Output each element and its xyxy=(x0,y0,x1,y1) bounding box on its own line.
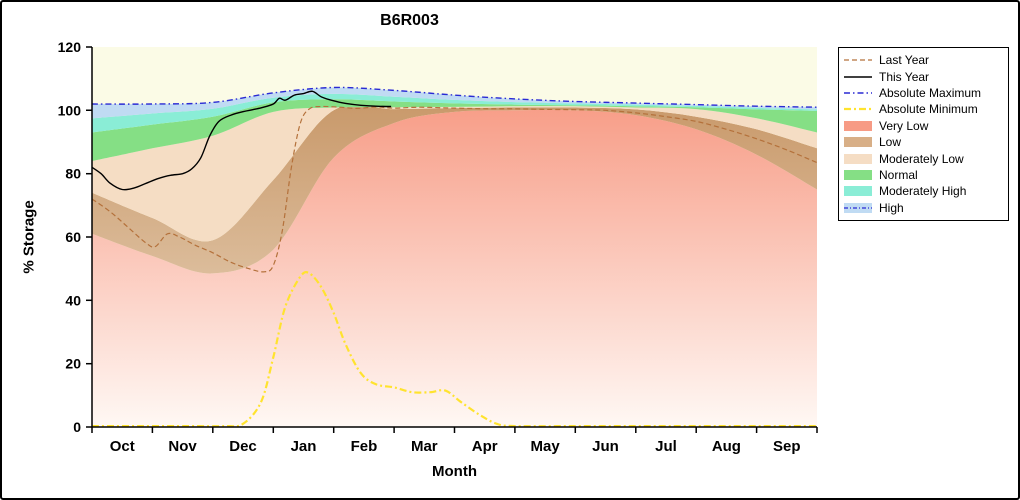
legend-swatch-very-low xyxy=(844,120,874,132)
lines-layer xyxy=(92,86,817,428)
x-tick-label: Oct xyxy=(110,438,135,455)
legend-item-absolute-minimum: Absolute Minimum xyxy=(844,101,1003,117)
y-tick-label: 0 xyxy=(73,419,81,435)
y-tick-label: 120 xyxy=(58,39,82,55)
legend-item-moderately-high: Moderately High xyxy=(844,183,1003,199)
legend-label: Moderately High xyxy=(879,184,967,199)
x-tick-label: Jun xyxy=(592,438,619,455)
legend-item-high: High xyxy=(844,200,1003,216)
legend-swatch-low xyxy=(844,136,874,148)
legend-swatch-moderately-low xyxy=(844,153,874,165)
x-tick-label: Jul xyxy=(655,438,677,455)
legend-label: Low xyxy=(879,135,902,150)
legend-item-last-year: Last Year xyxy=(844,52,1003,68)
legend-label: Absolute Maximum xyxy=(879,85,982,100)
y-tick-label: 40 xyxy=(65,292,81,308)
x-tick-label: Apr xyxy=(472,438,498,455)
x-tick-label: Sep xyxy=(773,438,801,455)
x-tick-label: Mar xyxy=(411,438,438,455)
legend-item-moderately-low: Moderately Low xyxy=(844,150,1003,166)
x-tick-label: Aug xyxy=(712,438,741,455)
x-tick-label: Feb xyxy=(351,438,378,455)
legend-item-very-low: Very Low xyxy=(844,118,1003,134)
legend-label: This Year xyxy=(879,69,930,84)
y-tick-label: 100 xyxy=(58,102,82,118)
bands-layer xyxy=(92,87,817,427)
tick-labels: 0 20 40 60 80 100 120 Oct Nov Dec Jan Feb Mar Apr May J… xyxy=(58,39,801,455)
legend: Last Year This Year Absolute Maximum Absolu… xyxy=(838,47,1009,221)
legend-label: Moderately Low xyxy=(879,151,964,166)
legend-label: Last Year xyxy=(879,53,930,68)
x-axis-title: Month xyxy=(432,463,477,480)
legend-swatch-high xyxy=(844,202,874,214)
x-tick-label: Nov xyxy=(168,438,197,455)
band-high xyxy=(92,87,817,119)
legend-item-this-year: This Year xyxy=(844,68,1003,84)
legend-swatch-absolute-maximum xyxy=(844,87,874,99)
legend-label: Very Low xyxy=(879,118,929,133)
x-tick-label: Jan xyxy=(291,438,317,455)
legend-swatch-last-year xyxy=(844,54,874,66)
y-tick-label: 60 xyxy=(65,229,81,245)
x-tick-label: Dec xyxy=(229,438,257,455)
band-moderately-high xyxy=(92,93,817,133)
legend-label: High xyxy=(879,200,904,215)
legend-item-normal: Normal xyxy=(844,167,1003,183)
legend-item-absolute-maximum: Absolute Maximum xyxy=(844,85,1003,101)
line-last-year xyxy=(92,105,817,273)
y-tick-label: 80 xyxy=(65,166,81,182)
legend-label: Absolute Minimum xyxy=(879,102,978,117)
line-this-year xyxy=(92,90,392,191)
legend-swatch-moderately-high xyxy=(844,185,874,197)
line-absolute-minimum xyxy=(92,271,817,428)
legend-swatch-normal xyxy=(844,169,874,181)
band-very-low xyxy=(92,109,817,427)
y-tick-label: 20 xyxy=(65,356,81,372)
legend-swatch-this-year xyxy=(844,71,874,83)
legend-label: Normal xyxy=(879,167,918,182)
axes-layer xyxy=(86,46,818,433)
band-low xyxy=(92,104,817,274)
band-moderately-low xyxy=(92,104,817,242)
chart-title: B6R003 xyxy=(380,12,439,29)
legend-swatch-absolute-minimum xyxy=(844,103,874,115)
legend-item-low: Low xyxy=(844,134,1003,150)
x-tick-label: May xyxy=(531,438,561,455)
